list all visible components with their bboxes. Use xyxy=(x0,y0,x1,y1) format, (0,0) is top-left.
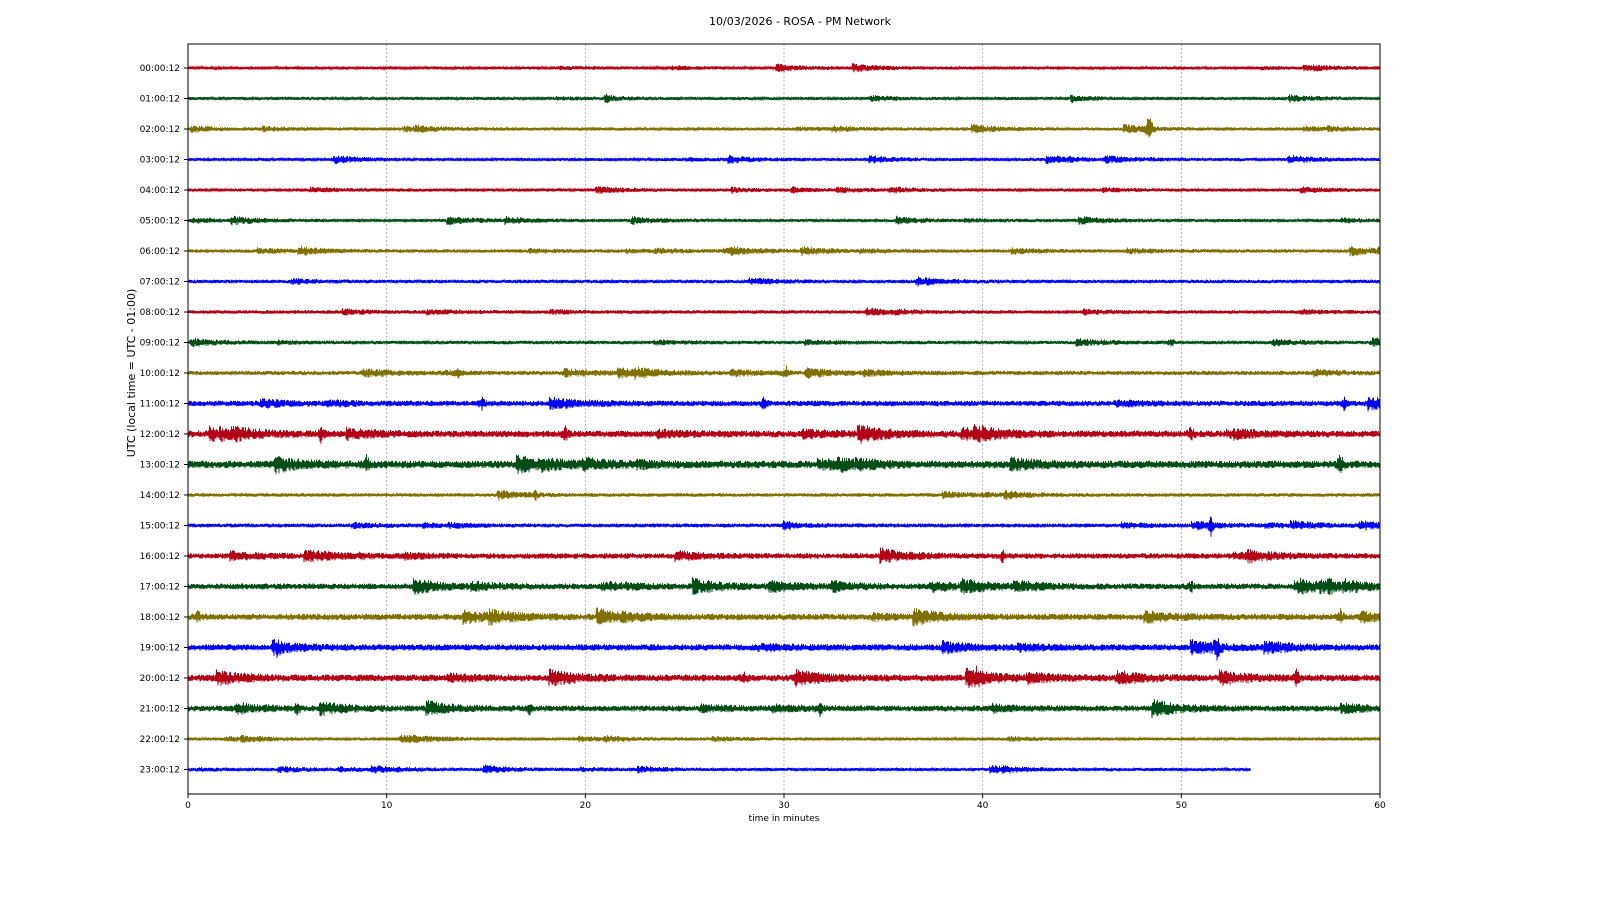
row-time-label: 14:00:12 xyxy=(140,491,180,501)
grid-lines xyxy=(386,44,1182,794)
seismic-trace xyxy=(187,337,1381,348)
seismic-trace xyxy=(187,307,1381,317)
row-time-label: 09:00:12 xyxy=(140,339,180,349)
seismic-trace xyxy=(187,423,1381,444)
seismic-trace xyxy=(187,246,1381,257)
row-time-label: 16:00:12 xyxy=(140,552,180,562)
row-time-label: 18:00:12 xyxy=(140,613,180,623)
seismic-trace xyxy=(187,734,1381,744)
x-tick-label: 20 xyxy=(580,801,592,811)
x-ticks: 0 10 20 30 40 50 60 xyxy=(185,794,1386,811)
seismic-trace xyxy=(187,699,1381,719)
seismic-trace xyxy=(187,396,1381,412)
seismic-trace xyxy=(187,547,1381,565)
row-labels: 00:00:12 01:00:12 02:00:12 03:00:12 04:00:12… xyxy=(140,64,188,776)
x-tick-label: 10 xyxy=(381,801,393,811)
x-tick-label: 0 xyxy=(185,801,191,811)
row-time-label: 11:00:12 xyxy=(140,400,180,410)
row-time-label: 01:00:12 xyxy=(140,95,180,105)
row-time-label: 03:00:12 xyxy=(140,156,180,166)
seismic-trace xyxy=(187,638,1381,661)
plot-frame xyxy=(187,43,1381,795)
row-time-label: 15:00:12 xyxy=(140,522,180,532)
seismic-trace xyxy=(187,185,1381,194)
row-time-label: 07:00:12 xyxy=(140,278,180,288)
row-time-label: 13:00:12 xyxy=(140,461,180,471)
seismic-trace xyxy=(187,607,1381,627)
row-time-label: 04:00:12 xyxy=(140,186,180,196)
x-tick-label: 30 xyxy=(778,801,790,811)
y-axis-label: UTC (local time = UTC - 01:00) xyxy=(125,289,138,458)
row-time-label: 21:00:12 xyxy=(140,705,180,715)
row-time-label: 02:00:12 xyxy=(140,125,180,135)
row-time-label: 05:00:12 xyxy=(140,217,180,227)
seismic-trace xyxy=(187,154,1381,165)
row-time-label: 20:00:12 xyxy=(140,674,180,684)
x-axis-label: time in minutes xyxy=(749,814,820,824)
row-time-label: 19:00:12 xyxy=(140,644,180,654)
seismic-trace xyxy=(187,93,1381,104)
row-time-label: 08:00:12 xyxy=(140,308,180,318)
seismic-trace xyxy=(187,215,1381,226)
seismic-trace xyxy=(187,764,1251,775)
x-tick-label: 40 xyxy=(977,801,989,811)
seismic-trace xyxy=(187,118,1381,138)
seismic-trace xyxy=(187,665,1381,689)
seismic-trace xyxy=(187,516,1381,537)
seismic-trace xyxy=(187,576,1381,595)
row-time-label: 22:00:12 xyxy=(140,735,180,745)
row-time-label: 06:00:12 xyxy=(140,247,180,257)
x-tick-label: 50 xyxy=(1176,801,1188,811)
row-time-label: 17:00:12 xyxy=(140,583,180,593)
seismic-trace xyxy=(187,276,1381,287)
x-tick-label: 60 xyxy=(1374,801,1386,811)
row-time-label: 12:00:12 xyxy=(140,430,180,440)
row-time-label: 00:00:12 xyxy=(140,64,180,74)
seismic-trace xyxy=(187,453,1381,475)
trace-layer xyxy=(187,63,1381,775)
chart-title: 10/03/2026 - ROSA - PM Network xyxy=(709,15,891,28)
row-time-label: 23:00:12 xyxy=(140,766,180,776)
seismic-trace xyxy=(187,365,1381,380)
seismic-trace xyxy=(187,490,1381,501)
row-time-label: 10:00:12 xyxy=(140,369,180,379)
seismic-trace xyxy=(187,63,1381,73)
